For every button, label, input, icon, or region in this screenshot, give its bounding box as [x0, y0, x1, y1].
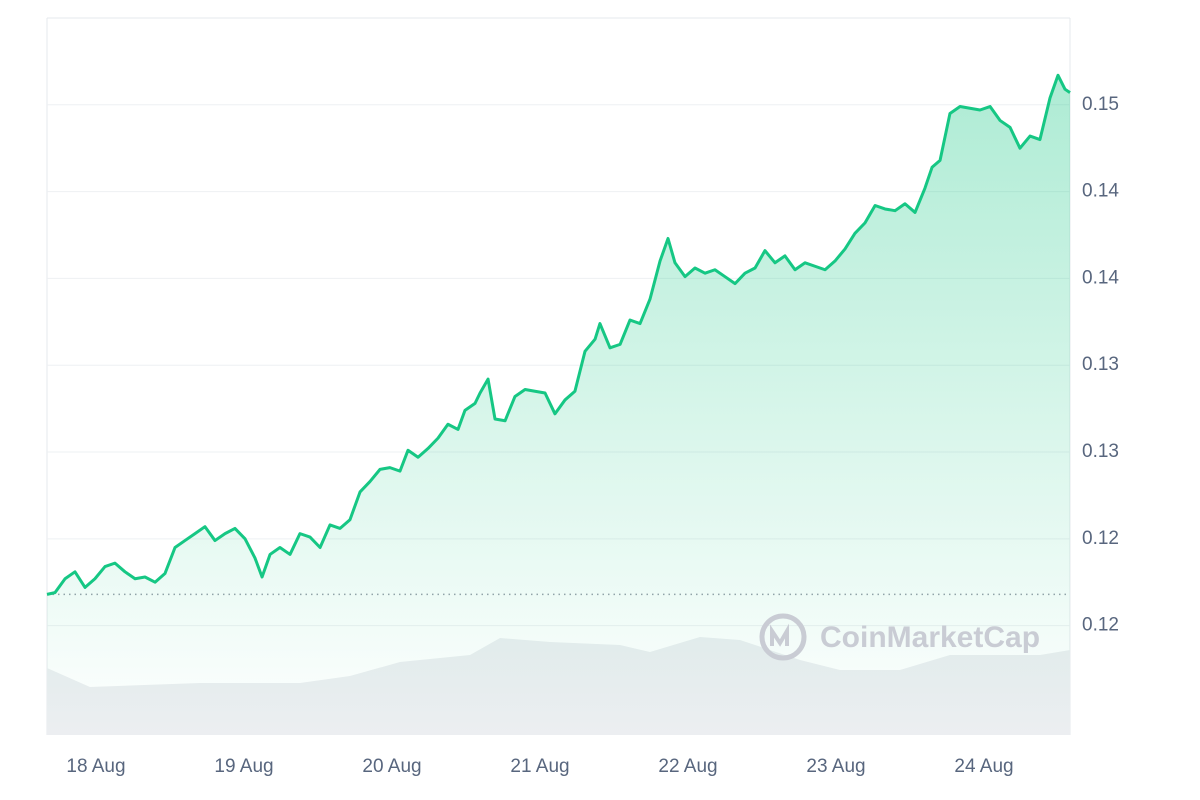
watermark-logo [759, 613, 807, 661]
y-tick-label: 0.13 [1082, 441, 1119, 462]
x-tick-label: 22 Aug [658, 756, 717, 777]
x-tick-label: 18 Aug [66, 756, 125, 777]
area-fill [47, 75, 1070, 736]
y-tick-label: 0.12 [1082, 615, 1119, 636]
x-tick-label: 21 Aug [510, 756, 569, 777]
watermark: CoinMarketCap [820, 621, 1040, 654]
y-tick-label: 0.15 [1082, 94, 1119, 115]
x-tick-label: 24 Aug [954, 756, 1013, 777]
x-tick-label: 20 Aug [362, 756, 421, 777]
y-tick-label: 0.14 [1082, 181, 1119, 202]
price-line [46, 73, 1071, 596]
y-tick-label: 0.13 [1082, 354, 1119, 375]
y-tick-label: 0.14 [1082, 267, 1119, 288]
x-tick-label: 23 Aug [806, 756, 865, 777]
y-tick-label: 0.12 [1082, 528, 1119, 549]
x-tick-label: 19 Aug [214, 756, 273, 777]
